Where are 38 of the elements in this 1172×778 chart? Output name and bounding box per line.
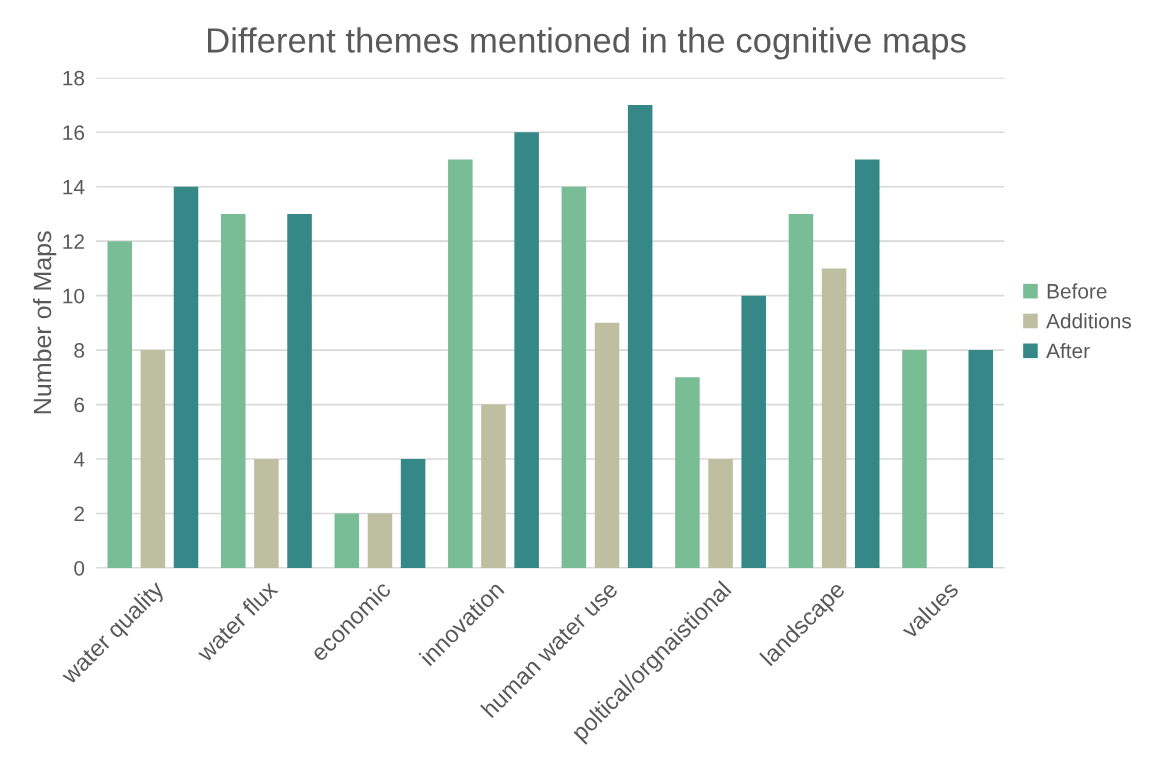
bar xyxy=(400,459,426,568)
y-tick-label: 16 xyxy=(63,125,85,141)
y-tick-label: 2 xyxy=(74,506,84,522)
bar xyxy=(741,295,766,568)
legend-label: Before xyxy=(1047,283,1107,299)
bar xyxy=(481,404,506,568)
y-tick-label: 8 xyxy=(74,343,85,358)
y-tick-label: 4 xyxy=(73,452,85,467)
y-tick-label: 10 xyxy=(63,288,85,304)
bar xyxy=(367,513,393,568)
y-tick-label: 6 xyxy=(74,397,85,413)
y-axis-title: Number of Maps xyxy=(32,231,57,414)
bar xyxy=(107,241,133,568)
bar xyxy=(627,105,653,568)
bar xyxy=(821,268,847,568)
bar xyxy=(221,213,246,568)
y-tick-label: 14 xyxy=(63,179,85,195)
bar xyxy=(448,159,473,568)
bar xyxy=(514,132,539,568)
bar xyxy=(594,322,620,568)
bar xyxy=(968,350,994,568)
legend-label: Additions xyxy=(1046,313,1132,329)
bar xyxy=(287,213,312,568)
chart-title: Different themes mentioned in the cognitive maps xyxy=(208,27,966,60)
y-tick-label: 18 xyxy=(63,70,85,86)
bar xyxy=(708,459,733,568)
y-tick-label: 0 xyxy=(74,560,85,576)
bar xyxy=(334,513,360,568)
y-tick-label: 12 xyxy=(63,234,84,249)
bar xyxy=(140,350,166,568)
bar xyxy=(675,377,700,568)
bar xyxy=(173,186,199,568)
bar xyxy=(788,213,814,568)
bar xyxy=(854,159,880,568)
bar xyxy=(254,459,279,568)
bar xyxy=(561,186,587,568)
bar xyxy=(902,350,927,568)
legend-label: After xyxy=(1046,343,1090,359)
